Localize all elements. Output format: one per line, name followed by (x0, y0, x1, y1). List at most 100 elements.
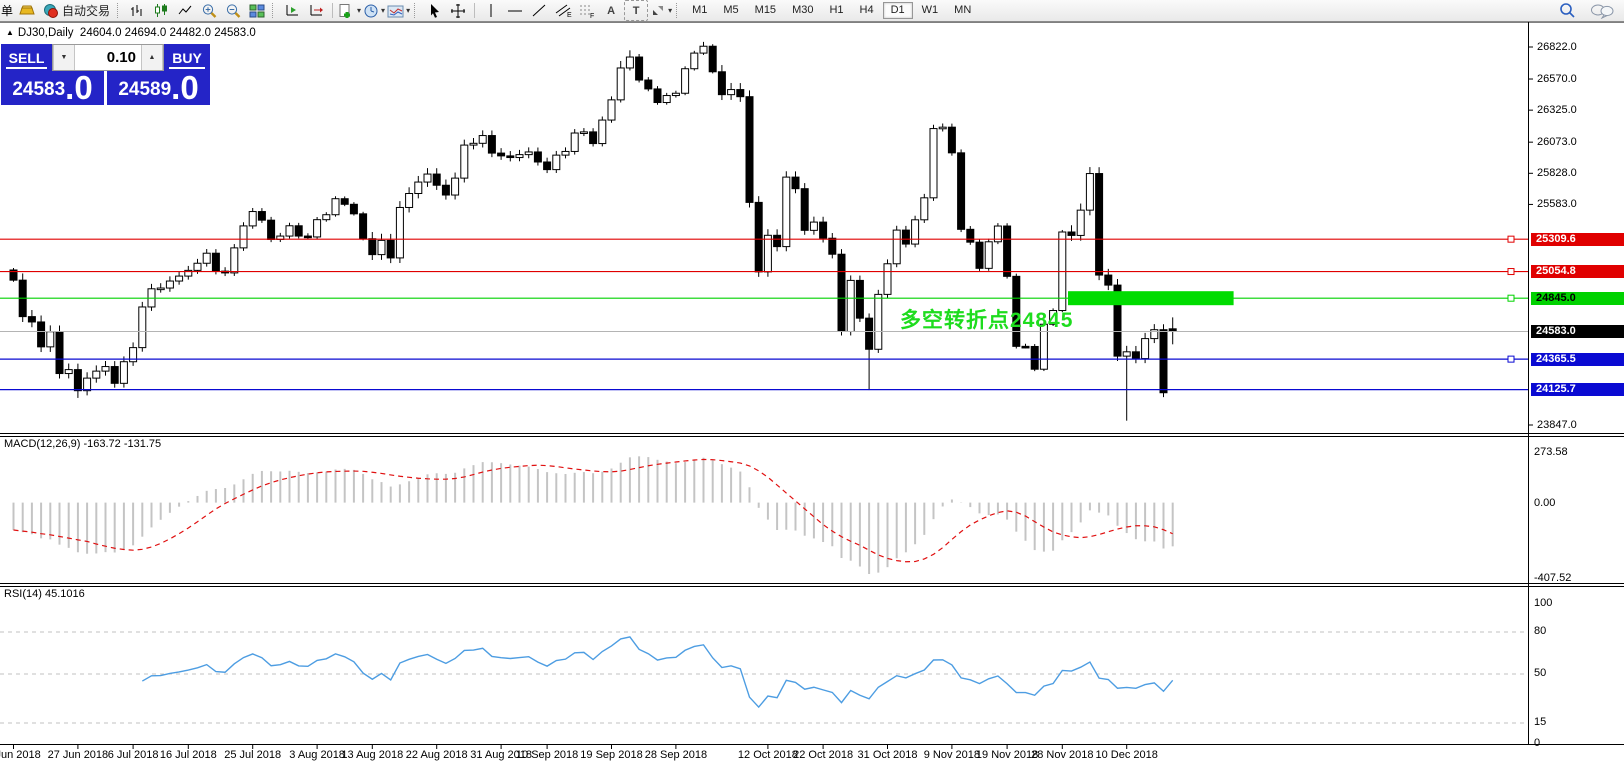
buy-price[interactable]: 24589.0 (107, 71, 210, 105)
line-chart-icon (178, 5, 192, 15)
trendline-icon (532, 4, 546, 17)
fibonacci-button[interactable]: F (576, 1, 598, 20)
chart-annotation-text[interactable]: 多空转折点24845 (900, 309, 1074, 332)
toolbar-grip (676, 3, 681, 18)
macd-axis-label: -407.52 (1534, 572, 1572, 584)
chart-shift-button[interactable] (281, 1, 303, 20)
toolbar-grip (117, 3, 122, 18)
candlestick-chart-button[interactable] (150, 1, 172, 20)
horizontal-line-button[interactable] (504, 1, 526, 20)
timeframe-button-m30[interactable]: M30 (792, 4, 814, 16)
periods-button[interactable]: ▾ (363, 1, 385, 20)
channel-icon: E (555, 4, 572, 18)
price-axis[interactable]: 26822.0 26570.0 26325.0 26073.0 25828.0 25583… (1528, 22, 1624, 749)
new-order-icon (339, 3, 351, 18)
price-tick-label: 25583.0 (1537, 198, 1577, 211)
date-tick-label: 10 Dec 2018 (1095, 749, 1158, 761)
vertical-line-icon (490, 4, 492, 17)
zoom-in-button[interactable] (198, 1, 220, 20)
date-tick-label: 22 Oct 2018 (793, 749, 854, 761)
template-icon (387, 5, 404, 17)
tile-windows-button[interactable] (246, 1, 268, 20)
auto-scroll-button[interactable] (305, 1, 327, 20)
trendline-button[interactable] (528, 1, 550, 20)
bar-chart-icon (131, 5, 142, 16)
date-tick-label: 16 Jul 2018 (159, 749, 217, 761)
price-tick-label: 26073.0 (1537, 136, 1577, 149)
clock-icon (364, 4, 378, 17)
price-line-badge: 25309.6 (1531, 232, 1624, 246)
vertical-line-button[interactable] (480, 1, 502, 20)
price-line-badge: 25054.8 (1531, 265, 1624, 279)
dropdown-caret-icon: ▾ (357, 6, 362, 15)
fibonacci-icon: F (579, 5, 594, 18)
buy-price-fraction: .0 (171, 69, 199, 106)
volume-input[interactable] (75, 45, 141, 70)
timeframe-button-h4[interactable]: H4 (859, 4, 874, 16)
panel-divider (104, 71, 107, 105)
volume-increase-button[interactable]: ▲ (141, 45, 163, 70)
auto-trading-button[interactable]: 自动交易 (43, 1, 110, 20)
hline-handle[interactable] (1507, 294, 1515, 302)
candlestick-chart-icon (155, 4, 168, 17)
price-tick-label: 25828.0 (1537, 167, 1577, 180)
price-tick-label: 26822.0 (1537, 41, 1577, 53)
volume-decrease-button[interactable]: ▼ (53, 45, 75, 70)
timeframe-button-m15[interactable]: M15 (754, 4, 777, 16)
timeframe-button-w1[interactable]: W1 (921, 4, 939, 16)
price-line-badge: 24365.5 (1531, 352, 1624, 366)
cursor-button[interactable] (423, 1, 445, 20)
timeframe-button-d1[interactable]: D1 (882, 2, 913, 19)
sell-price-main: 24583 (12, 79, 66, 100)
sell-button[interactable]: SELL (1, 44, 52, 71)
text-label-tool-button[interactable]: T (624, 0, 649, 21)
hline-handle[interactable] (1507, 235, 1515, 243)
tile-windows-icon (249, 4, 265, 18)
hline-handle[interactable] (1507, 355, 1515, 363)
date-tick-label: 9 Nov 2018 (923, 749, 981, 761)
auto-trading-label: 自动交易 (62, 4, 111, 18)
chat-icon[interactable] (1590, 3, 1614, 19)
crosshair-button[interactable] (447, 1, 469, 20)
date-tick-label: 19 Nov 2018 (975, 749, 1039, 761)
new-order-button[interactable]: ▾ (338, 1, 361, 20)
highlight-rectangle[interactable] (1068, 291, 1234, 306)
price-tick-label: 26325.0 (1537, 104, 1577, 117)
buy-underline (168, 67, 206, 69)
sell-price[interactable]: 24583.0 (1, 71, 104, 105)
macd-axis-label: 273.58 (1534, 446, 1568, 458)
cursor-icon (430, 3, 439, 18)
hline-handle[interactable] (1507, 268, 1515, 276)
arrows-tool-button[interactable]: ▾ (650, 1, 672, 20)
chart-title: ▲ DJ30,Daily 24604.0 24694.0 24482.0 2458… (6, 27, 256, 39)
timeframe-button-m1[interactable]: M1 (692, 4, 708, 16)
bar-chart-button[interactable] (126, 1, 148, 20)
rsi-axis-label: 80 (1534, 625, 1547, 637)
line-chart-button[interactable] (174, 1, 196, 20)
sell-underline (6, 67, 47, 69)
date-tick-label: 28 Sep 2018 (644, 749, 708, 761)
search-icon[interactable] (1558, 2, 1576, 19)
new-order-gold-button[interactable] (16, 1, 38, 20)
zoom-in-icon (202, 3, 216, 18)
rsi-axis-label: 100 (1534, 597, 1553, 609)
rsi-axis-label: 50 (1534, 667, 1547, 679)
zoom-out-icon (226, 3, 240, 18)
timeframe-button-mn[interactable]: MN (954, 4, 972, 16)
gold-bar-icon (19, 5, 35, 14)
svg-text:F: F (590, 13, 594, 18)
text-tool-button[interactable]: A (607, 4, 616, 17)
buy-button[interactable]: BUY (164, 44, 210, 71)
candlestick-series[interactable] (9, 41, 1177, 421)
timeframe-button-h1[interactable]: H1 (829, 4, 844, 16)
templates-button[interactable]: ▾ (387, 1, 410, 20)
partial-menu-text: 单 (1, 4, 14, 18)
one-click-trading-panel: SELL ▼ ▲ BUY 24583.0 (1, 44, 210, 105)
zoom-out-button[interactable] (222, 1, 244, 20)
equidistant-channel-button[interactable]: E (552, 1, 574, 20)
date-tick-label: 3 Aug 2018 (289, 749, 345, 761)
main-toolbar: 单 自动交易 ▾ ▾ ▾ (0, 0, 1624, 22)
timeframe-button-m5[interactable]: M5 (723, 4, 739, 16)
